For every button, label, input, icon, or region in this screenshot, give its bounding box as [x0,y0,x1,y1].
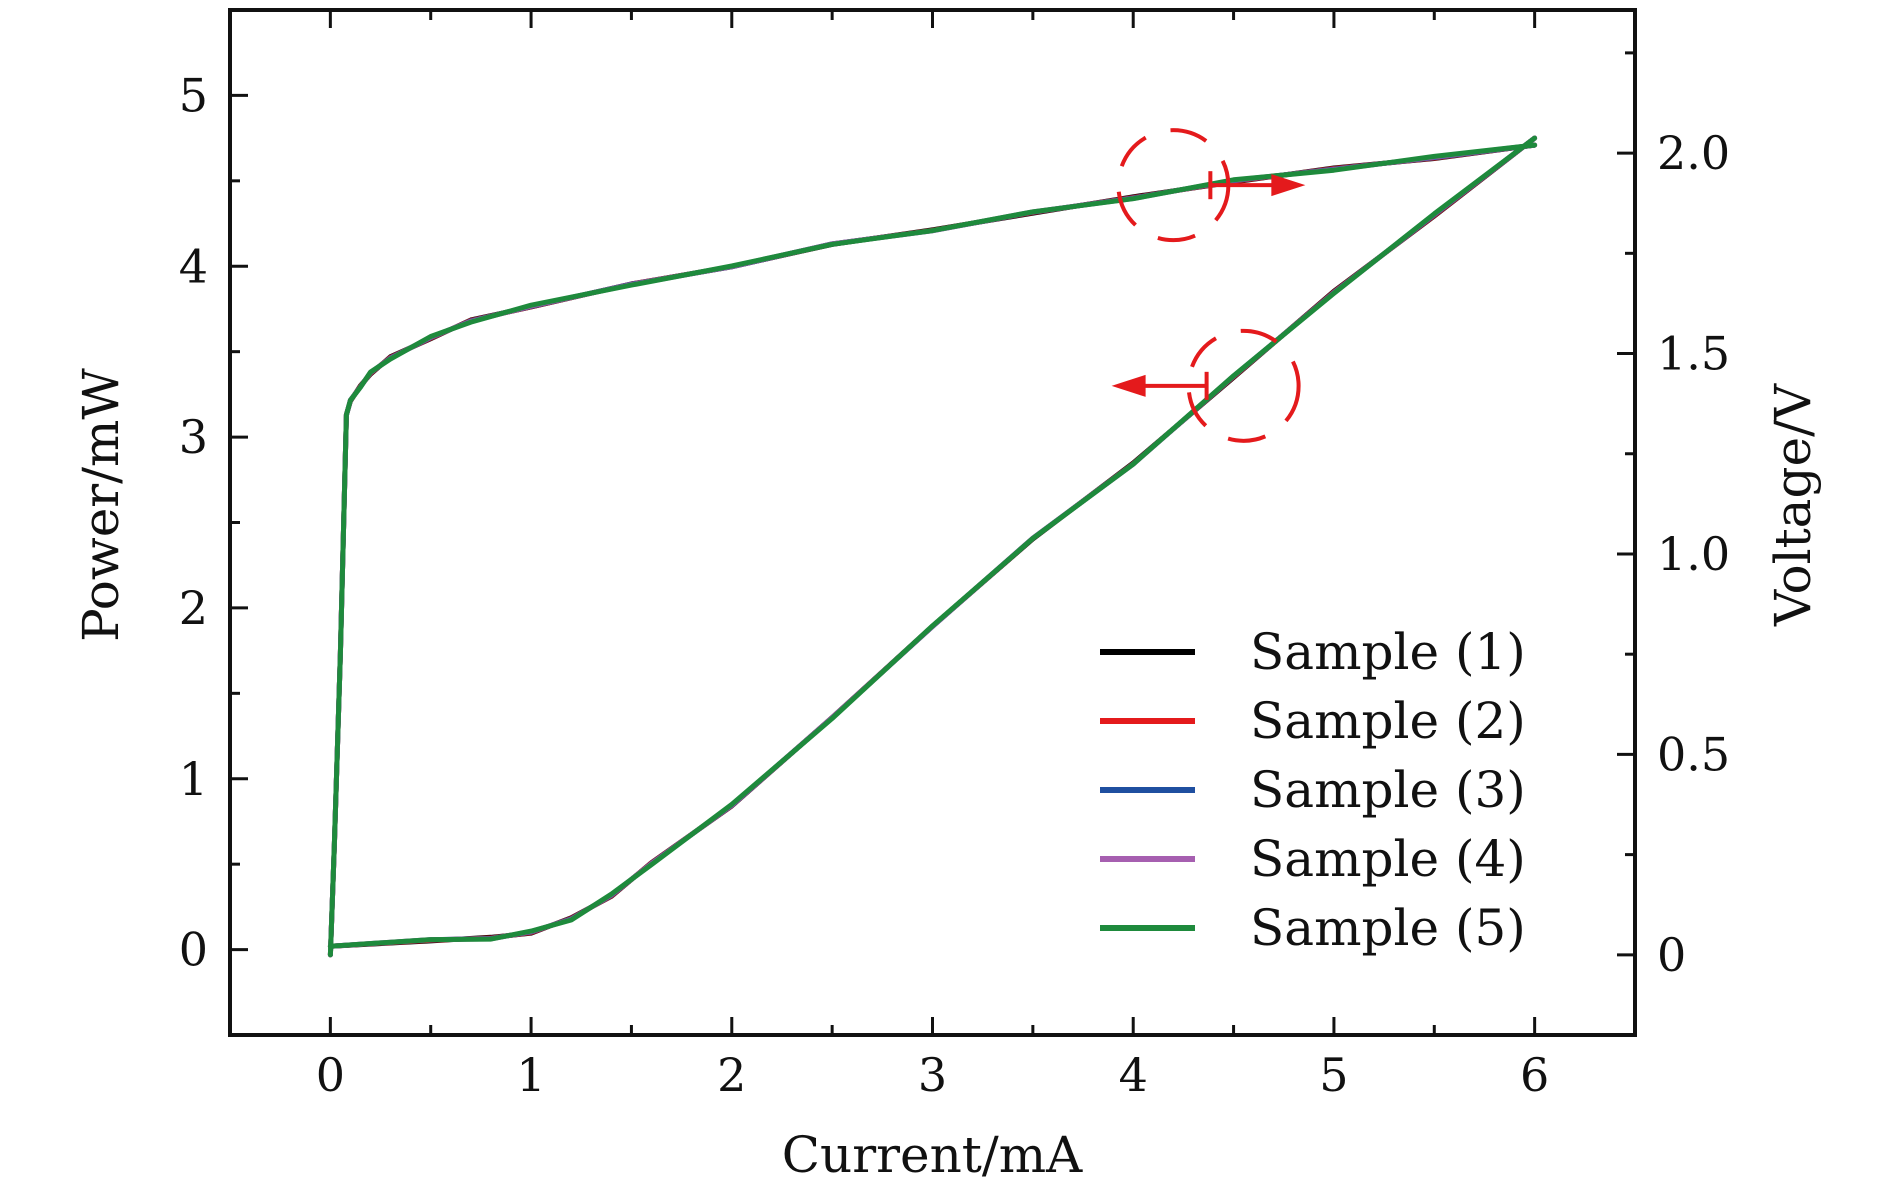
power-curve-sample-2 [327,135,1538,949]
x-tick-label: 5 [1319,1048,1348,1102]
power-curve-sample-5 [327,135,1538,949]
legend-label: Sample (3) [1250,761,1526,819]
annotation-arrow-head [1271,174,1306,197]
y-axis-title: Power/mW [72,368,130,642]
tick-labels-layer: 0 1 2 3 4 5 6 0 1 2 3 4 5 0 0.5 1.0 1.5 2.0 [179,68,1730,1102]
power-curve-sample-3 [327,135,1538,949]
x-tick-label: 4 [1119,1048,1148,1102]
y2-tick-label: 1.5 [1657,327,1730,381]
legend-label: Sample (2) [1250,692,1526,750]
y-tick-label: 5 [179,68,208,122]
power-curve-sample-1 [327,135,1538,949]
x-tick-label: 3 [918,1048,947,1102]
x-tick-label: 1 [516,1048,545,1102]
legend-label: Sample (5) [1250,899,1526,957]
y-tick-label: 2 [179,581,208,635]
x-axis-title: Current/mA [782,1126,1083,1184]
annotation-dashed-circle [1186,328,1301,443]
y-tick-label: 4 [179,239,208,293]
legend-label: Sample (1) [1250,623,1526,681]
voltage-curve-sample-5 [327,142,1538,958]
legend-label: Sample (4) [1250,830,1526,888]
annotations-layer [1111,128,1306,443]
y-tick-label: 3 [179,410,208,464]
ticks-layer [228,10,1635,1037]
x-tick-label: 0 [316,1048,345,1102]
x-tick-label: 2 [717,1048,746,1102]
x-tick-label: 6 [1520,1048,1549,1102]
y2-tick-label: 0 [1657,928,1686,982]
curves-layer [327,135,1538,958]
y2-axis-title: Voltage/V [1764,383,1822,627]
y2-tick-label: 2.0 [1657,126,1730,180]
power-curve-sample-4 [327,135,1538,949]
y-tick-label: 1 [179,752,208,806]
legend: Sample (1) Sample (2) Sample (3) Sample (4)… [1100,623,1526,957]
y2-tick-label: 1.0 [1657,527,1730,581]
y2-tick-label: 0.5 [1657,727,1730,781]
annotation-arrow-head [1111,374,1146,397]
y-tick-label: 0 [179,923,208,977]
